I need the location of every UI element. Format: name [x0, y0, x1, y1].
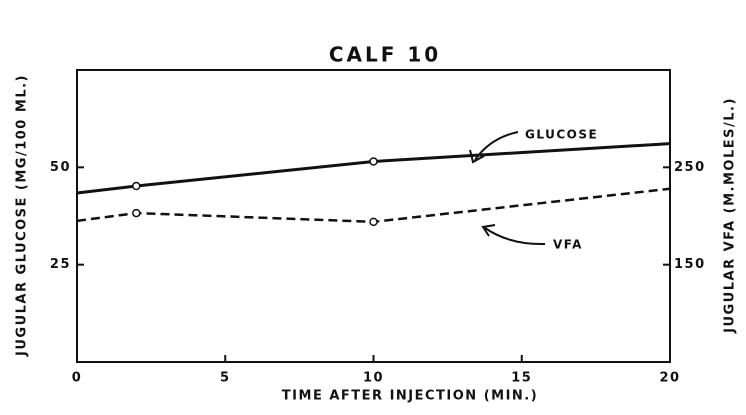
y2-tick-label: 150 — [674, 257, 706, 272]
x-tick-label: 5 — [220, 371, 231, 386]
y2-tick-label: 250 — [674, 160, 706, 175]
vfa-annotation: VFA — [553, 238, 583, 252]
series-line — [76, 142, 671, 195]
series-point — [132, 181, 141, 191]
chart-title: CALF 10 — [329, 43, 441, 67]
vfa-arrowhead — [481, 224, 496, 237]
x-tick-label: 10 — [363, 371, 384, 386]
x-tick-label: 15 — [511, 371, 532, 386]
series-point — [132, 208, 141, 218]
glucose-arrowhead — [469, 149, 485, 164]
y-axis-label: JUGULAR GLUCOSE (MG/100 ML.) — [15, 74, 30, 357]
vfa-arrow — [484, 227, 546, 246]
series-line — [76, 187, 671, 224]
x-tick-label: 0 — [72, 371, 83, 386]
series-point — [369, 157, 378, 166]
y2-axis-label: JUGULAR VFA (M.MOLES/L.) — [723, 97, 738, 334]
x-axis-label: TIME AFTER INJECTION (MIN.) — [282, 389, 538, 404]
series-point — [369, 217, 378, 227]
x-tick-label: 20 — [659, 371, 680, 386]
y-tick-label: 25 — [50, 257, 71, 272]
glucose-annotation: GLUCOSE — [525, 128, 598, 142]
y-tick-label: 50 — [50, 160, 71, 175]
plot-frame — [76, 69, 671, 363]
